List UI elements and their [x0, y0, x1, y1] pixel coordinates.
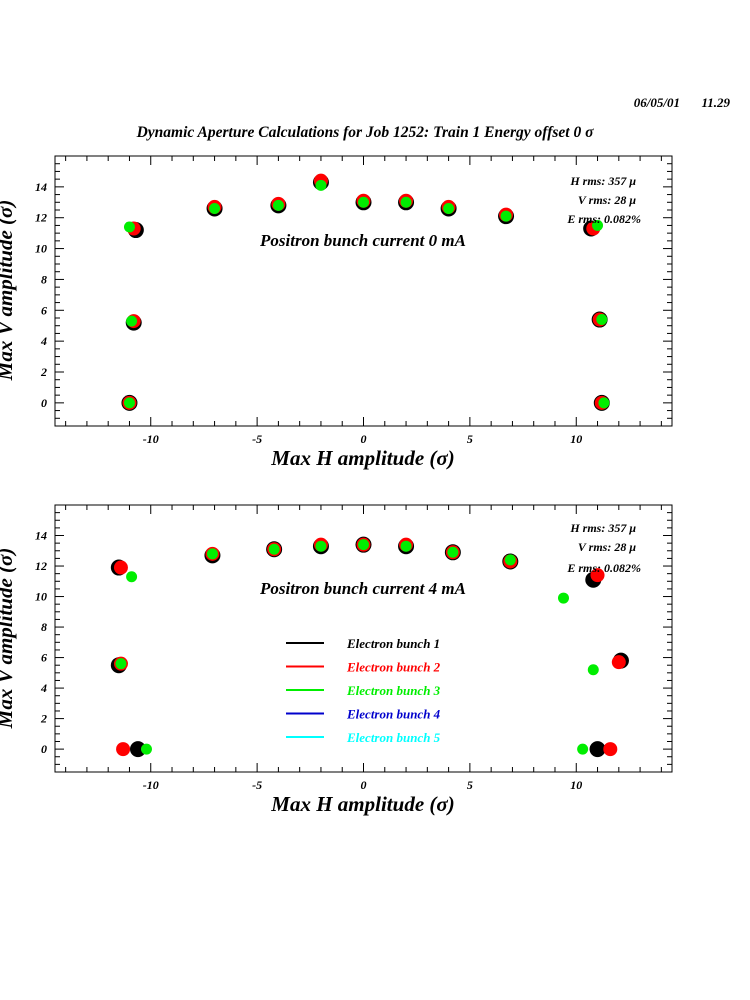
x-tick-label: -5 — [252, 778, 262, 792]
data-point — [140, 743, 152, 755]
y-tick-label: 10 — [35, 590, 47, 604]
data-point — [126, 571, 138, 583]
data-point — [113, 560, 128, 575]
x-tick-labels: -10 -5 0 5 10 — [143, 778, 583, 792]
y-tick-label: 12 — [35, 211, 47, 225]
y-tick-labels: 0 2 4 6 8 10 12 14 — [35, 180, 47, 410]
x-tick-label: 10 — [570, 778, 582, 792]
data-point — [400, 540, 412, 552]
data-point — [443, 202, 455, 214]
y-tick-label: 14 — [35, 180, 47, 194]
tick-marks — [55, 504, 672, 773]
data-point — [587, 664, 599, 676]
chart-panel-4-current: -10 -5 0 5 10 0 2 4 6 8 10 12 14 Positron bunch cur… — [0, 504, 673, 816]
x-tick-label: 5 — [467, 432, 473, 446]
current-annotation: Positron bunch current 4 mA — [259, 579, 466, 598]
data-point — [115, 658, 127, 670]
y-tick-label: 8 — [41, 620, 47, 634]
x-tick-label: 0 — [361, 432, 367, 446]
page-title: Dynamic Aperture Calculations for Job 12… — [136, 124, 595, 141]
chart-panel-0-current: -10 -5 0 5 10 0 2 4 6 8 10 12 14 Positron bunch cur… — [0, 155, 673, 470]
y-axis-label: Max V amplitude (σ) — [0, 548, 17, 730]
data-point — [598, 397, 610, 409]
data-point — [268, 543, 280, 555]
y-tick-label: 2 — [40, 365, 47, 379]
x-tick-label: -5 — [252, 432, 262, 446]
v-rms-stat: V rms: 28 μ — [578, 193, 636, 207]
legend-label: Electron bunch 1 — [346, 636, 440, 651]
data-point — [400, 196, 412, 208]
x-tick-label: -10 — [143, 778, 159, 792]
tick-marks — [55, 155, 672, 427]
data-point — [123, 397, 135, 409]
y-axis-label: Max V amplitude (σ) — [0, 200, 17, 382]
y-tick-label: 6 — [41, 303, 47, 317]
y-tick-label: 6 — [41, 651, 47, 665]
y-tick-label: 8 — [41, 272, 47, 286]
y-tick-label: 4 — [40, 334, 47, 348]
y-tick-labels: 0 2 4 6 8 10 12 14 — [35, 529, 47, 757]
data-point — [209, 202, 221, 214]
y-tick-label: 0 — [41, 742, 47, 756]
e-rms-stat: E rms: 0.082% — [566, 561, 641, 575]
x-tick-label: 10 — [570, 432, 582, 446]
data-point — [447, 546, 459, 558]
x-tick-label: -10 — [143, 432, 159, 446]
x-tick-label: 0 — [361, 778, 367, 792]
data-point — [577, 743, 589, 755]
e-rms-stat: E rms: 0.082% — [566, 212, 641, 226]
data-point — [611, 655, 626, 670]
data-point — [129, 741, 146, 758]
legend-label: Electron bunch 3 — [346, 683, 441, 698]
x-axis-label: Max H amplitude (σ) — [270, 446, 454, 470]
date-stamp: 06/05/01 — [634, 95, 680, 110]
data-point — [126, 315, 138, 327]
legend-label: Electron bunch 5 — [346, 730, 441, 745]
data-point — [123, 221, 135, 233]
data-point — [592, 219, 604, 231]
legend-label: Electron bunch 2 — [346, 660, 441, 675]
legend-label: Electron bunch 4 — [346, 707, 441, 722]
y-tick-label: 12 — [35, 559, 47, 573]
data-point — [590, 568, 605, 583]
data-points — [110, 536, 629, 758]
data-point — [557, 592, 569, 604]
y-tick-label: 4 — [40, 681, 47, 695]
data-point — [315, 179, 327, 191]
legend: Electron bunch 1 Electron bunch 2 Electron… — [286, 636, 441, 745]
data-point — [206, 548, 218, 560]
y-tick-label: 14 — [35, 529, 47, 543]
h-rms-stat: H rms: 357 μ — [569, 174, 636, 188]
data-point — [589, 741, 606, 758]
x-tick-label: 5 — [467, 778, 473, 792]
data-point — [272, 199, 284, 211]
h-rms-stat: H rms: 357 μ — [569, 521, 636, 535]
x-axis-label: Max H amplitude (σ) — [270, 792, 454, 816]
data-point — [116, 742, 131, 757]
time-stamp: 11.29 — [701, 95, 730, 110]
data-point — [603, 742, 618, 757]
y-tick-label: 10 — [35, 242, 47, 256]
data-point — [504, 554, 516, 566]
data-points — [121, 173, 610, 411]
v-rms-stat: V rms: 28 μ — [578, 540, 636, 554]
current-annotation: Positron bunch current 0 mA — [259, 231, 466, 250]
y-tick-label: 0 — [41, 396, 47, 410]
data-point — [500, 210, 512, 222]
data-point — [358, 196, 369, 208]
data-point — [315, 540, 327, 552]
data-point — [358, 539, 369, 551]
y-tick-label: 2 — [40, 712, 47, 726]
data-point — [596, 314, 608, 326]
x-tick-labels: -10 -5 0 5 10 — [143, 432, 583, 446]
